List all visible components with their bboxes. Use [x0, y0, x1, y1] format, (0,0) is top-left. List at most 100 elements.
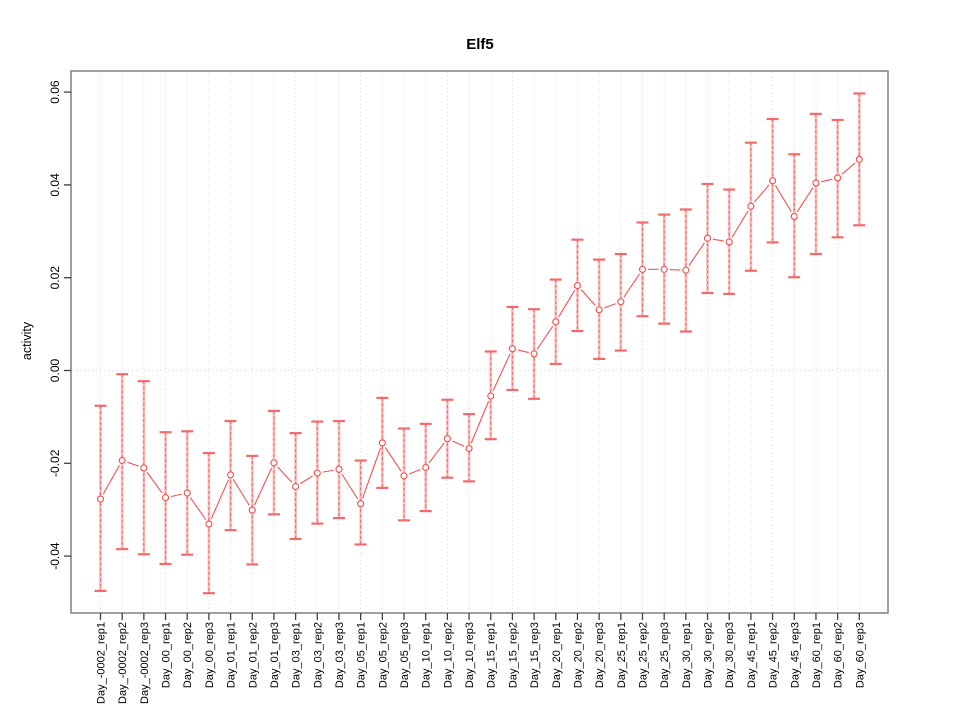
series-line-segment — [536, 326, 554, 350]
series-line-segment — [580, 289, 596, 306]
series-line-segment — [841, 162, 856, 175]
x-tick-label: Day_20_rep3 — [594, 622, 606, 688]
data-point — [248, 506, 256, 514]
data-point — [443, 435, 451, 443]
x-tick-label: Day_03_rep2 — [312, 622, 324, 688]
x-tick-label: Day_-0002_rep2 — [117, 622, 129, 704]
series-line-segment — [558, 290, 576, 318]
x-tick-label: Day_60_rep1 — [811, 622, 823, 688]
data-point — [595, 306, 603, 314]
series-line-segment — [428, 442, 445, 464]
data-point — [422, 463, 430, 472]
x-tick-label: Day_01_rep1 — [226, 622, 238, 688]
data-point — [96, 495, 105, 503]
data-point — [227, 471, 235, 479]
data-point — [855, 155, 863, 163]
series-line-segment — [127, 461, 139, 467]
data-point — [552, 318, 560, 326]
data-point — [530, 350, 538, 358]
series-line-segment — [170, 493, 182, 498]
x-tick-label: Day_45_rep3 — [789, 622, 801, 688]
x-tick-label: Day_25_rep3 — [659, 622, 671, 688]
series-line-segment — [731, 210, 749, 238]
series-line-segment — [774, 185, 792, 213]
data-point — [270, 459, 278, 467]
data-point — [183, 489, 191, 497]
data-point — [335, 465, 343, 473]
y-tick-label: 0.02 — [48, 266, 62, 290]
data-point — [834, 174, 842, 182]
data-point — [747, 202, 755, 210]
data-point — [140, 464, 148, 472]
x-tick-label: Day_05_rep3 — [399, 622, 411, 688]
x-tick-label: Day_00_rep1 — [161, 622, 173, 688]
x-tick-label: Day_03_rep3 — [334, 622, 346, 688]
x-tick-label: Day_03_rep1 — [291, 622, 303, 688]
y-axis-label: activity — [20, 321, 34, 361]
series-line-segment — [322, 469, 334, 473]
y-tick-label: -0.04 — [48, 542, 62, 570]
data-point — [617, 298, 625, 306]
x-tick-label: Day_30_rep1 — [681, 622, 693, 688]
x-tick-label: Day_05_rep2 — [377, 622, 389, 688]
series-line-segment — [452, 440, 465, 447]
x-tick-label: Day_00_rep3 — [204, 622, 216, 688]
series-line-segment — [517, 349, 529, 354]
series-line-segment — [492, 353, 511, 392]
chart-title: Elf5 — [466, 36, 494, 53]
data-point — [465, 444, 473, 453]
data-point — [725, 238, 733, 246]
series-line-segment — [232, 479, 250, 506]
x-tick-label: Day_60_rep3 — [854, 622, 866, 688]
data-point — [812, 179, 820, 187]
y-tick-label: 0.00 — [48, 358, 62, 382]
x-tick-label: Day_60_rep2 — [833, 622, 845, 688]
data-point — [508, 345, 516, 353]
series-line-segment — [688, 242, 705, 267]
series-line-segment — [470, 400, 490, 444]
data-point — [573, 282, 582, 290]
data-point — [790, 212, 798, 221]
data-point — [660, 265, 668, 273]
series-line-segment — [102, 465, 120, 495]
x-tick-label: Day_10_rep2 — [442, 622, 454, 688]
series-line-segment — [189, 497, 207, 520]
x-tick-label: Day_10_rep1 — [421, 622, 433, 688]
data-point — [313, 469, 321, 477]
data-point — [205, 520, 213, 528]
series-line-segment — [277, 466, 293, 483]
series-line-segment — [146, 472, 163, 494]
data-point — [769, 177, 777, 185]
data-point — [118, 456, 126, 465]
series-line-segment — [754, 184, 770, 203]
y-tick-label: 0.04 — [48, 173, 62, 197]
series-line-segment — [712, 238, 724, 242]
x-tick-label: Day_15_rep3 — [529, 622, 541, 688]
x-tick-label: Day_25_rep2 — [638, 622, 650, 688]
x-tick-label: Day_15_rep1 — [486, 622, 498, 688]
series-line-segment — [384, 447, 402, 472]
x-tick-label: Day_30_rep3 — [724, 622, 736, 688]
x-tick-label: Day_30_rep2 — [703, 622, 715, 688]
x-tick-label: Day_25_rep1 — [616, 622, 628, 688]
x-tick-label: Day_01_rep3 — [269, 622, 281, 688]
data-point — [292, 482, 300, 491]
x-tick-label: Day_15_rep2 — [507, 622, 519, 688]
series-line-segment — [361, 447, 382, 499]
series-line-segment — [623, 273, 640, 298]
y-tick-label: -0.02 — [48, 449, 62, 477]
data-point — [487, 392, 495, 400]
x-tick-label: Day_01_rep2 — [247, 622, 259, 688]
x-tick-label: Day_20_rep1 — [551, 622, 563, 688]
x-tick-label: Day_20_rep2 — [572, 622, 584, 688]
data-point — [638, 265, 647, 273]
data-point — [378, 439, 386, 447]
data-point — [357, 500, 365, 508]
x-tick-label: Day_-0002_rep1 — [96, 622, 108, 704]
plot-border — [70, 70, 889, 614]
series-line-segment — [341, 473, 359, 500]
x-tick-label: Day_10_rep3 — [464, 622, 476, 688]
data-point — [161, 494, 170, 502]
